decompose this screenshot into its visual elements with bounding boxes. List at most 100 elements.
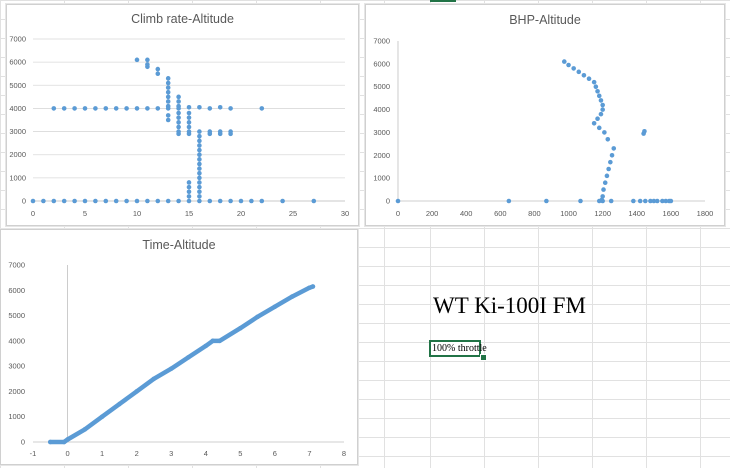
data-point (217, 104, 223, 110)
data-point (197, 133, 202, 139)
x-tick-label: 15 (185, 209, 193, 218)
data-point (145, 57, 150, 63)
data-point (197, 147, 202, 153)
y-tick-label: 3000 (9, 127, 26, 136)
data-point (611, 146, 617, 151)
y-tick-label: 4000 (373, 105, 390, 114)
data-point (113, 198, 119, 204)
data-point (606, 166, 611, 172)
selected-cell[interactable]: 100% throttle (429, 340, 487, 357)
data-point (591, 120, 597, 126)
data-point (207, 131, 213, 137)
data-point (601, 187, 606, 192)
data-point (642, 128, 647, 134)
data-point (151, 376, 157, 382)
bhp-chart[interactable]: BHP-Altitude 0 1000 2000 3000 4000 5000 6000 70… (365, 4, 725, 226)
data-point (596, 125, 602, 131)
data-point (207, 198, 213, 204)
data-point (186, 120, 192, 125)
data-point (596, 93, 602, 99)
data-point (576, 69, 582, 75)
chart-plot: 0 1000 2000 3000 4000 5000 6000 7000 -1 0 1 2 3 4 5 6 7 8 (8, 261, 346, 459)
data-point (165, 89, 171, 95)
data-point (186, 115, 192, 120)
x-tick-label: 2 (135, 449, 139, 458)
data-point (72, 106, 77, 111)
data-point (186, 194, 192, 199)
data-point (165, 76, 171, 81)
data-point (544, 198, 549, 204)
data-point (82, 427, 88, 432)
data-point (134, 106, 140, 111)
chart-plot: 0 1000 2000 3000 4000 5000 6000 7000 0 5 10 15 20 25 3… (9, 35, 349, 219)
data-point (145, 64, 150, 70)
x-tick-label: 5 (83, 209, 87, 218)
y-tick-label: 3000 (8, 362, 25, 371)
y-tick-label: 1000 (373, 174, 390, 183)
fill-handle[interactable] (480, 354, 487, 361)
y-tick-label: 7000 (8, 261, 25, 270)
data-point (168, 366, 174, 371)
climb-rate-chart[interactable]: Climb rate-Altitude 0 1000 2000 3000 4000 500… (6, 4, 359, 226)
data-point (176, 120, 181, 125)
data-point (571, 66, 576, 71)
data-point (99, 414, 105, 420)
data-point (598, 111, 604, 117)
data-point (155, 198, 161, 204)
data-point (176, 198, 181, 204)
data-point (578, 198, 583, 204)
data-point (165, 99, 171, 104)
data-point (61, 439, 67, 445)
data-point (280, 198, 285, 204)
data-point (134, 389, 139, 394)
x-tick-label: 200 (426, 209, 439, 218)
data-point (637, 198, 643, 204)
sheet-title: WT Ki-100I FM (433, 293, 586, 318)
y-tick-label: 0 (22, 197, 26, 206)
data-point (82, 106, 88, 111)
data-point (566, 62, 571, 68)
data-point (595, 116, 600, 122)
data-point (165, 94, 171, 100)
data-point (197, 138, 202, 144)
data-point (186, 110, 192, 116)
x-tick-label: 3 (169, 449, 173, 458)
data-point (600, 102, 605, 108)
data-point (134, 198, 140, 204)
data-point (272, 304, 278, 310)
chart-title: BHP-Altitude (509, 13, 581, 27)
x-tick-label: 0 (31, 209, 35, 218)
x-tick-label: 800 (528, 209, 541, 218)
chart-title: Climb rate-Altitude (131, 12, 234, 26)
data-point (631, 198, 636, 204)
data-point (395, 198, 401, 204)
data-point (586, 76, 592, 82)
data-point (259, 198, 265, 204)
data-point (602, 130, 607, 135)
data-point (197, 184, 202, 190)
data-point (307, 285, 312, 291)
data-point (228, 106, 233, 111)
data-point (197, 166, 202, 171)
y-tick-label: 5000 (8, 311, 25, 320)
data-point (113, 106, 119, 111)
time-altitude-chart[interactable]: Time-Altitude 0 1000 2000 3000 4000 5000 6000 7… (0, 229, 358, 465)
data-point (197, 161, 202, 167)
data-point (228, 198, 233, 204)
data-point (93, 198, 98, 204)
y-tick-label: 6000 (373, 59, 390, 68)
data-point (561, 59, 567, 64)
data-point (217, 131, 223, 137)
data-point (197, 180, 202, 185)
y-tick-label: 4000 (9, 104, 26, 113)
x-tick-label: 600 (494, 209, 507, 218)
x-tick-label: 1200 (594, 209, 611, 218)
data-point (145, 106, 150, 111)
y-tick-label: 2000 (8, 387, 25, 396)
data-point (165, 85, 171, 90)
y-tick-label: 2000 (373, 151, 390, 160)
data-point (155, 71, 161, 77)
y-tick-label: 5000 (9, 81, 26, 90)
data-point (654, 198, 660, 204)
data-point (197, 198, 202, 204)
